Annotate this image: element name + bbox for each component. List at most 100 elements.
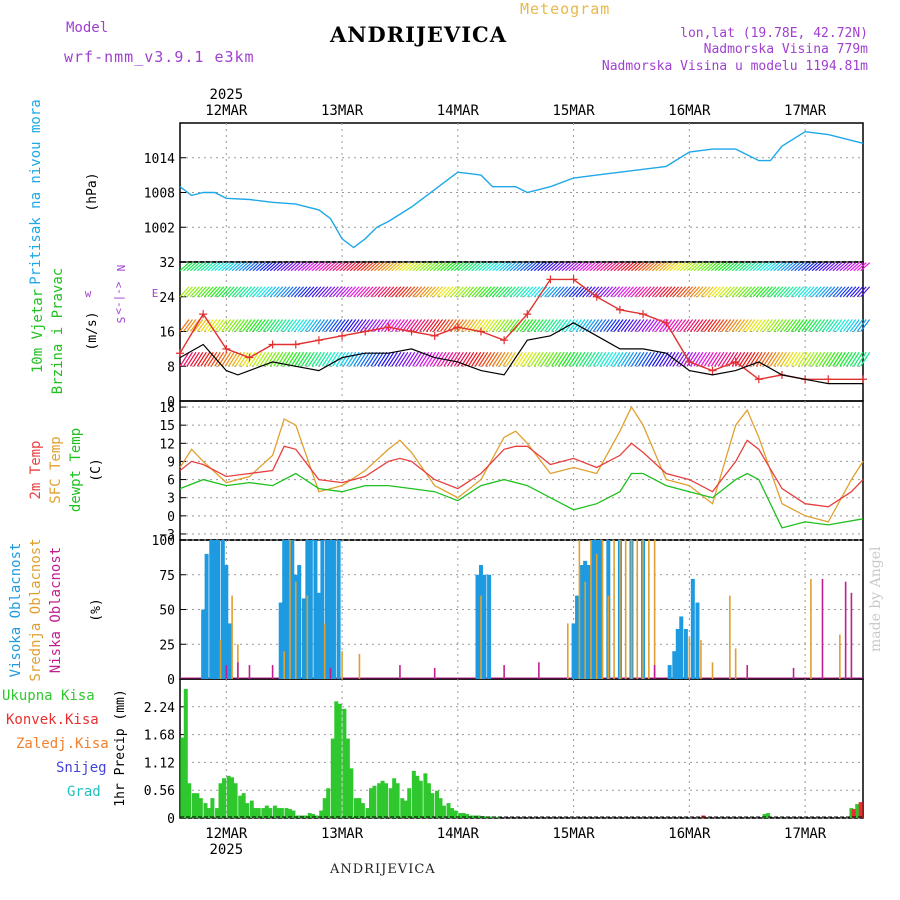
wind-direction-barb	[485, 319, 496, 332]
wind-direction-barb	[353, 262, 364, 272]
wind-direction-barb	[363, 286, 374, 298]
cloud-bar-0	[575, 595, 580, 679]
wind-direction-barb	[832, 286, 843, 298]
wind-direction-barb	[231, 319, 242, 332]
wind-direction-barb	[433, 262, 443, 272]
cloud-bar-1	[624, 540, 627, 679]
wind-direction-barb	[426, 319, 437, 332]
precip-bar-0	[276, 808, 281, 818]
wind-direction-barb	[179, 351, 190, 367]
wind-direction-barb	[856, 351, 867, 367]
wind-direction-barb	[433, 351, 444, 367]
precip-bar-0	[380, 780, 385, 818]
wind-direction-barb	[506, 262, 516, 272]
wind-direction-barb	[394, 351, 405, 367]
wind-direction-barb	[665, 286, 676, 298]
wind-direction-barb	[710, 262, 721, 272]
wind-direction-barb	[391, 351, 402, 367]
wind-direction-barb	[429, 351, 440, 367]
cloud-bar-1	[341, 651, 343, 679]
wind-direction-barb	[846, 286, 857, 298]
wind-direction-barb	[735, 319, 746, 332]
precip-legend-3: Snijeg	[56, 760, 107, 776]
wind-direction-barb	[825, 319, 836, 332]
wind-direction-barb	[342, 286, 353, 298]
wind-direction-barb	[665, 319, 676, 332]
wind-direction-barb	[696, 319, 707, 332]
wind-direction-barb	[224, 351, 235, 367]
wind-direction-barb	[617, 262, 627, 272]
cloud-bar-0	[482, 574, 487, 679]
wind-direction-barb	[655, 262, 666, 272]
precip-bar-0	[261, 808, 266, 818]
wind-direction-barb	[235, 319, 246, 332]
wind-direction-barb	[471, 351, 482, 367]
wind-direction-barb	[822, 319, 832, 332]
wind-direction-barb	[499, 319, 509, 332]
wind-direction-barb	[828, 319, 839, 332]
wind-direction-barb	[578, 351, 589, 367]
wind-direction-barb	[849, 262, 860, 272]
wind-direction-barb	[606, 262, 617, 272]
wind-ytick-label: 8	[167, 360, 175, 375]
wind-direction-barb	[398, 286, 409, 298]
wind-direction-barb	[551, 262, 561, 272]
precip-bar-0	[330, 738, 335, 818]
wind-direction-barb	[679, 351, 690, 367]
wind-direction-barb	[488, 286, 499, 298]
precip-bar-0	[488, 816, 493, 818]
wind-direction-barb	[374, 262, 384, 272]
wind-direction-marker	[546, 275, 555, 284]
pressure-title: Pritisak na nivou mora	[28, 99, 44, 284]
wind-direction-barb	[495, 351, 506, 367]
wind-direction-barb	[228, 262, 239, 272]
precip-bar-0	[349, 768, 354, 818]
precip-bar-0	[849, 808, 854, 818]
wind-direction-barb	[436, 262, 447, 272]
wind-direction-marker	[476, 327, 485, 336]
wind-direction-barb	[644, 351, 655, 367]
cloud-bar-2	[850, 592, 853, 679]
wind-direction-barb	[592, 351, 603, 367]
wind-direction-barb	[606, 351, 617, 367]
wind-direction-barb	[294, 286, 305, 298]
wind-direction-barb	[756, 262, 766, 272]
cloud-bar-1	[578, 540, 581, 679]
wind-direction-barb	[526, 286, 537, 298]
wind-direction-barb	[630, 351, 641, 367]
wind-direction-barb	[228, 319, 239, 332]
wind-direction-barb	[189, 319, 200, 332]
wind-direction-barb	[269, 262, 280, 272]
wind-direction-barb	[620, 351, 631, 367]
wind-direction-marker	[569, 275, 578, 284]
wind-direction-barb	[242, 286, 252, 298]
precip-bar-0	[426, 783, 431, 818]
cloud-bar-2	[653, 665, 656, 679]
wind-direction-barb	[478, 286, 489, 298]
wind-direction-barb	[547, 262, 558, 272]
wind-direction-barb	[717, 319, 728, 332]
wind-direction-barb	[238, 319, 249, 332]
wind-direction-barb	[401, 262, 412, 272]
wind-direction-barb	[641, 286, 652, 298]
wind-direction-barb	[533, 319, 544, 332]
wind-direction-barb	[356, 351, 367, 367]
wind-direction-barb	[387, 319, 398, 332]
wind-direction-barb	[273, 351, 284, 367]
wind-direction-barb	[690, 351, 701, 367]
wind-direction-barb	[255, 286, 266, 298]
wind-direction-barb	[759, 319, 770, 332]
wind-direction-barb	[571, 319, 582, 332]
wind-direction-barb	[759, 262, 770, 272]
wind-direction-barb	[422, 286, 433, 298]
wind-direction-barb	[481, 286, 492, 298]
wind-direction-barb	[575, 319, 586, 332]
wind-direction-barb	[815, 262, 825, 272]
wind-direction-barb	[228, 286, 239, 298]
wind-direction-barb	[200, 286, 211, 298]
wind-direction-barb	[627, 319, 638, 332]
wind-direction-barb	[422, 262, 433, 272]
wind-direction-barb	[811, 319, 822, 332]
wind-direction-barb	[412, 286, 423, 298]
cloud-bar-1	[567, 623, 569, 679]
